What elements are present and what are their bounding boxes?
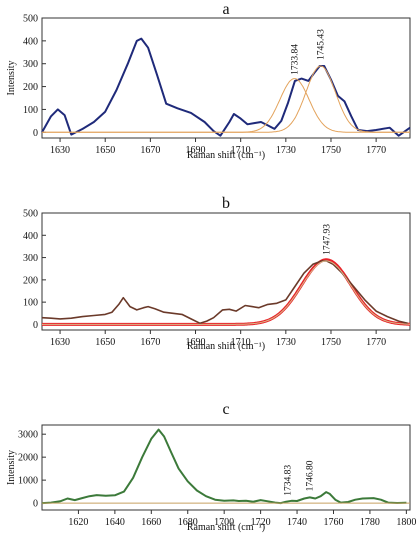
plot-frame: [41, 424, 411, 511]
x-tick-label: 1750: [321, 145, 341, 156]
x-tick-label: 1690: [186, 145, 206, 156]
y-tick-label: 2000: [18, 453, 38, 464]
x-tick-label: 1730: [276, 337, 296, 348]
x-tick-label: 1640: [105, 517, 125, 528]
y-tick-label: 300: [23, 253, 38, 264]
y-axis-label: Intensity: [6, 450, 17, 485]
x-tick-label: 1740: [287, 517, 307, 528]
x-axis-label: Raman shift (cm⁻¹): [187, 341, 265, 352]
series-fit-component: [42, 65, 410, 133]
x-tick-label: 1680: [178, 517, 198, 528]
panel-label: c: [222, 401, 229, 418]
x-axis-label: Raman shift (cm⁻¹): [187, 150, 265, 161]
x-tick-label: 1800: [396, 517, 416, 528]
x-tick-label: 1700: [214, 517, 234, 528]
x-tick-label: 1730: [276, 145, 296, 156]
x-tick-label: 1650: [95, 337, 115, 348]
y-tick-label: 100: [23, 105, 38, 116]
y-tick-label: 0: [33, 320, 38, 331]
series-spectrum: [41, 428, 407, 505]
peak-annotation: 1746.80: [305, 460, 315, 491]
y-tick-label: 100: [23, 298, 38, 309]
x-tick-label: 1760: [323, 517, 343, 528]
y-tick-label: 200: [23, 82, 38, 93]
x-tick-label: 1620: [68, 517, 88, 528]
y-tick-label: 0: [33, 499, 38, 510]
x-tick-label: 1630: [50, 337, 70, 348]
x-tick-label: 1650: [95, 145, 115, 156]
y-tick-label: 400: [23, 36, 38, 47]
y-tick-label: 1000: [18, 476, 38, 487]
x-tick-label: 1670: [140, 145, 160, 156]
plot-frame: [41, 212, 411, 331]
x-tick-label: 1770: [366, 337, 386, 348]
peak-annotation: 1733.84: [290, 44, 300, 75]
x-tick-label: 1710: [231, 337, 251, 348]
panel-label: a: [222, 1, 229, 18]
y-tick-label: 300: [23, 59, 38, 70]
x-tick-label: 1770: [366, 145, 386, 156]
panel-label: b: [222, 195, 230, 212]
x-tick-label: 1780: [360, 517, 380, 528]
y-tick-label: 500: [23, 14, 38, 25]
y-axis-label: Intensity: [6, 61, 17, 96]
x-tick-label: 1690: [186, 337, 206, 348]
x-axis-label: Raman shift (cm⁻¹): [187, 522, 265, 533]
x-tick-label: 1670: [140, 337, 160, 348]
panel-c: c 0 1000 2000 3000 1620 1640 1660 1680 1700 1720 17…: [6, 401, 416, 533]
peak-annotation: 1745.43: [317, 29, 327, 60]
y-tick-label: 3000: [18, 430, 38, 441]
peak-annotation: 1734.83: [284, 465, 294, 496]
series-fit-component: [42, 260, 410, 325]
series-spectrum: [41, 260, 408, 325]
series-spectrum: [41, 37, 411, 137]
y-tick-label: 200: [23, 275, 38, 286]
peak-annotation: 1747.93: [322, 224, 332, 255]
panel-a: a 0 100 200 300 400 500 1630 1650 1670 1690 1710 173…: [6, 1, 411, 161]
y-tick-label: 400: [23, 231, 38, 242]
y-tick-label: 500: [23, 209, 38, 220]
x-tick-label: 1630: [50, 145, 70, 156]
x-tick-label: 1710: [231, 145, 251, 156]
x-tick-label: 1660: [141, 517, 161, 528]
x-tick-label: 1720: [251, 517, 271, 528]
y-tick-label: 0: [33, 128, 38, 139]
panel-b: b 0 100 200 300 400 500 1630 1650 1670 1690 1710 173…: [23, 195, 411, 352]
x-tick-label: 1750: [321, 337, 341, 348]
plot-frame: [41, 17, 411, 139]
